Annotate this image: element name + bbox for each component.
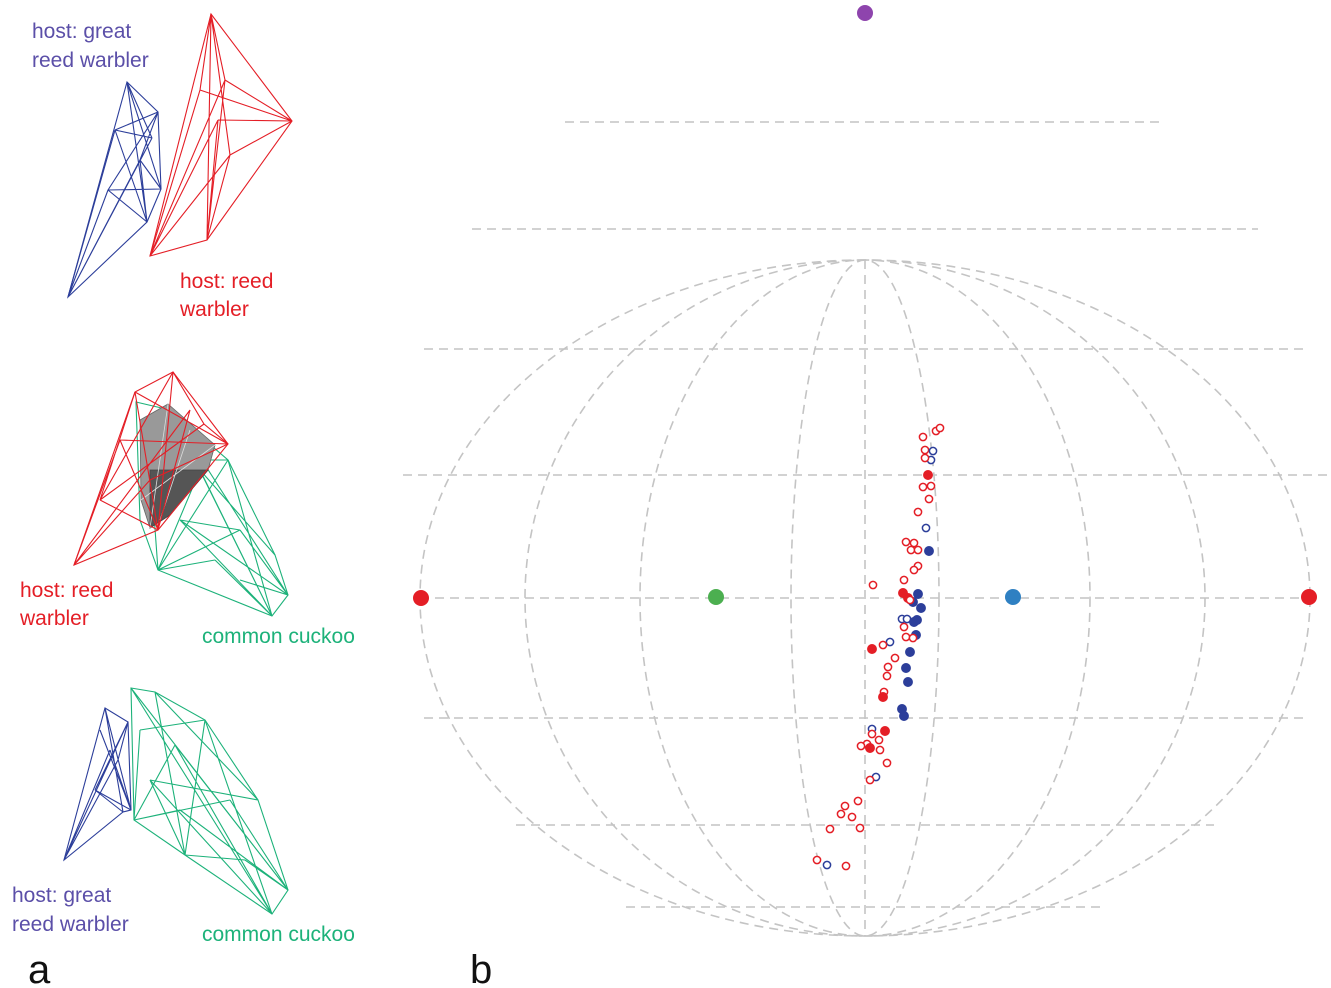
- scatter-point: [865, 743, 875, 753]
- scatter-point: [890, 653, 900, 663]
- scatter-point: [928, 446, 938, 456]
- scatter-point: [853, 796, 863, 806]
- scatter-point: [899, 575, 909, 585]
- scatter-point: [841, 861, 851, 871]
- scatter-point: [875, 745, 885, 755]
- scatter-point: [825, 824, 835, 834]
- scatter-point: [909, 617, 919, 627]
- scatter-point: [885, 637, 895, 647]
- vertex-right-red: [1301, 589, 1317, 605]
- scatter-point: [901, 537, 911, 547]
- scatter-point: [899, 711, 909, 721]
- scatter-point: [909, 538, 919, 548]
- vertex-top-purple: [857, 5, 873, 21]
- wireframe-red-middle: [73, 371, 229, 566]
- scatter-point: [883, 662, 893, 672]
- scatter-point: [812, 855, 822, 865]
- scatter-point: [878, 692, 888, 702]
- scatter-point: [908, 633, 918, 643]
- scatter-point: [913, 545, 923, 555]
- label-blue-bottom: host: great reed warbler: [12, 884, 129, 936]
- egg-color-scatter: [812, 423, 945, 871]
- scatter-point: [918, 482, 928, 492]
- vertex-inner-right-blue: [1005, 589, 1021, 605]
- scatter-point: [874, 735, 884, 745]
- scatter-point: [901, 632, 911, 642]
- panel-letter-b: b: [470, 948, 492, 988]
- scatter-point: [878, 640, 888, 650]
- scatter-point: [867, 729, 877, 739]
- scatter-point: [921, 523, 931, 533]
- scatter-point: [856, 741, 866, 751]
- scatter-point: [905, 647, 915, 657]
- wireframe-red-top: [149, 12, 293, 257]
- panel-b: b: [403, 5, 1327, 988]
- label-green-middle: common cuckoo: [202, 625, 355, 648]
- label-red-middle: host: reed warbler: [19, 579, 119, 630]
- label-blue-top: host: great reed warbler: [32, 20, 149, 72]
- scatter-point: [899, 622, 909, 632]
- scatter-point: [916, 603, 926, 613]
- scatter-point: [918, 432, 928, 442]
- vertex-left-red: [413, 590, 429, 606]
- wireframe-green-bottom: [130, 687, 289, 915]
- scatter-point: [867, 644, 877, 654]
- scatter-point: [882, 758, 892, 768]
- wireframe-blue-top: [66, 80, 162, 299]
- vertex-inner-left-green: [708, 589, 724, 605]
- scatter-point: [924, 546, 934, 556]
- scatter-point: [847, 812, 857, 822]
- sphere-grid: [403, 121, 1327, 937]
- scatter-point: [840, 801, 850, 811]
- scatter-point: [822, 860, 832, 870]
- scatter-point: [868, 580, 878, 590]
- scatter-point: [913, 507, 923, 517]
- scatter-point: [909, 565, 919, 575]
- panel-letter-a: a: [28, 948, 51, 988]
- scatter-point: [935, 423, 945, 433]
- label-green-bottom: common cuckoo: [202, 923, 355, 946]
- scatter-point: [924, 494, 934, 504]
- scatter-point: [920, 453, 930, 463]
- scatter-point: [836, 809, 846, 819]
- scatter-point: [920, 445, 930, 455]
- scatter-point: [865, 775, 875, 785]
- scatter-point: [926, 481, 936, 491]
- scatter-point: [882, 671, 892, 681]
- scatter-point: [901, 663, 911, 673]
- scatter-point: [855, 823, 865, 833]
- scatter-point: [903, 677, 913, 687]
- scatter-point: [913, 589, 923, 599]
- label-red-top: host: reed warbler: [179, 270, 279, 321]
- wireframe-blue-bottom: [63, 707, 132, 862]
- panel-a: host: great reed warbler host: reed warb…: [12, 12, 355, 988]
- scatter-point: [906, 545, 916, 555]
- scatter-point: [880, 726, 890, 736]
- scatter-point: [905, 595, 915, 605]
- scatter-point: [923, 470, 933, 480]
